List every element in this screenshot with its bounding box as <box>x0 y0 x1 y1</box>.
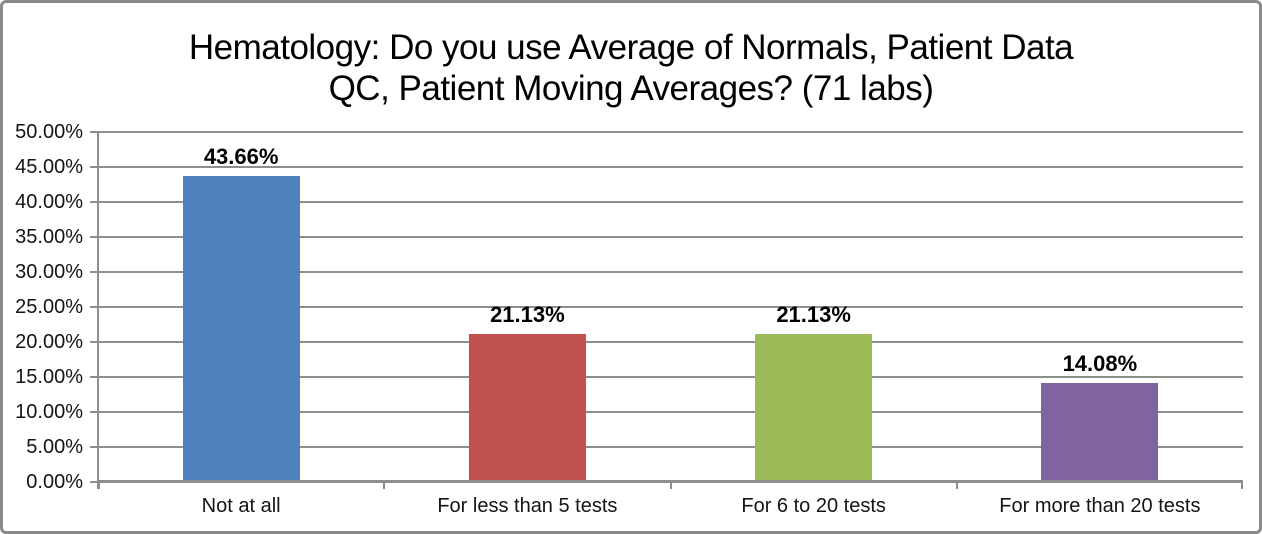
gridline <box>98 306 1243 308</box>
gridline <box>98 271 1243 273</box>
y-axis-label: 5.00% <box>26 436 83 458</box>
y-axis-label: 0.00% <box>26 471 83 493</box>
bar-value-label: 21.13% <box>490 302 565 328</box>
y-axis-tick <box>90 131 98 133</box>
y-axis-tick <box>90 306 98 308</box>
x-axis-tick <box>1241 481 1243 489</box>
gridline <box>98 131 1243 133</box>
x-axis-tick <box>383 481 386 489</box>
y-axis-label: 30.00% <box>15 261 83 283</box>
chart-title-line-2: QC, Patient Moving Averages? (71 labs) <box>328 69 934 108</box>
x-axis-category-label: For more than 20 tests <box>999 495 1201 517</box>
y-axis-tick <box>90 236 98 238</box>
chart-title: Hematology: Do you use Average of Normal… <box>3 27 1259 109</box>
y-axis-label: 45.00% <box>15 156 83 178</box>
y-axis-line <box>97 132 99 489</box>
y-axis-label: 40.00% <box>15 191 83 213</box>
gridline <box>98 166 1243 168</box>
gridline <box>98 201 1243 203</box>
bar-for-less-than-5-tests <box>468 334 586 482</box>
gridline <box>98 411 1243 413</box>
y-axis-tick <box>90 271 98 273</box>
y-axis-label: 15.00% <box>15 366 83 388</box>
plot-area: 43.66% 21.13% 21.13% 14.08% <box>90 131 1243 489</box>
y-axis-tick <box>90 201 98 203</box>
y-axis-label: 10.00% <box>15 401 83 423</box>
x-axis-tick <box>669 481 672 489</box>
y-axis-label: 25.00% <box>15 296 83 318</box>
bar-not-at-all <box>182 176 300 482</box>
y-axis-label: 20.00% <box>15 331 83 353</box>
x-axis-category-label: Not at all <box>201 495 281 517</box>
y-axis-tick <box>90 376 98 378</box>
bar-value-label: 21.13% <box>776 302 851 328</box>
y-axis-label: 35.00% <box>15 226 83 248</box>
bar-for-6-to-20-tests <box>755 334 873 482</box>
gridline <box>98 236 1243 238</box>
bar-for-more-than-20-tests <box>1041 383 1159 482</box>
y-axis-tick <box>90 446 98 448</box>
x-axis-tick <box>955 481 958 489</box>
gridline <box>98 376 1243 378</box>
bar-value-label: 14.08% <box>1062 351 1138 377</box>
y-axis-tick <box>90 166 98 168</box>
x-axis-category-label: For less than 5 tests <box>437 495 618 517</box>
chart-title-line-1: Hematology: Do you use Average of Normal… <box>188 28 1074 67</box>
x-axis-category-label: For 6 to 20 tests <box>741 495 886 517</box>
gridline <box>98 446 1243 448</box>
y-axis-tick <box>90 411 98 413</box>
y-axis-tick <box>90 341 98 343</box>
y-axis-label: 50.00% <box>15 121 83 143</box>
y-axis-tick <box>90 481 98 483</box>
x-axis-tick <box>98 481 100 489</box>
gridline <box>98 341 1243 343</box>
bar-value-label: 43.66% <box>203 144 279 170</box>
